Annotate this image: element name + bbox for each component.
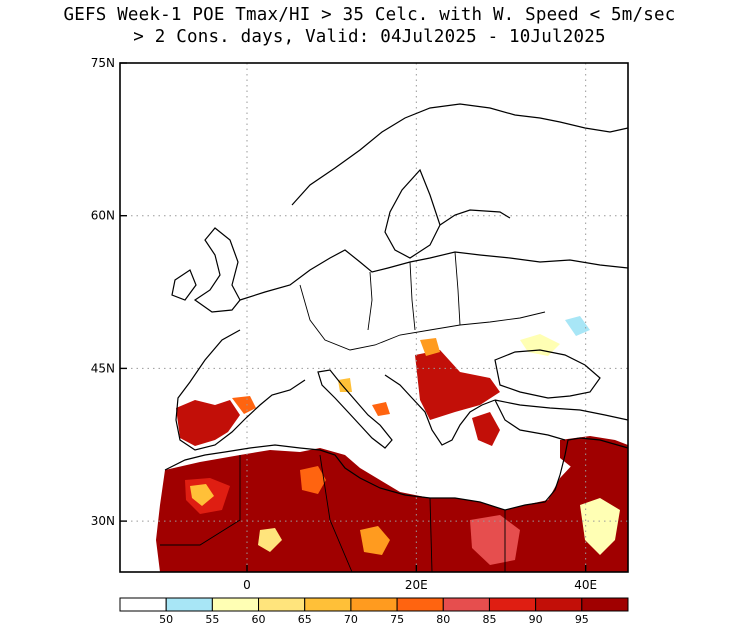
border-africa-2 — [319, 454, 353, 573]
coastline-scandinavia — [291, 103, 629, 259]
coastline-british-isles — [171, 227, 241, 313]
shade-africa-inner-5 — [470, 515, 520, 565]
colorbar-swatch — [442, 597, 490, 612]
shade-north-africa — [156, 448, 628, 572]
colorbar-label: 85 — [482, 613, 496, 626]
colorbar-label: 75 — [390, 613, 404, 626]
colorbar-label: 65 — [298, 613, 312, 626]
border-europe-1 — [299, 284, 546, 351]
shade-africa-inner-3 — [258, 528, 282, 552]
coastline-anatolia — [494, 399, 629, 441]
coastlines-borders — [160, 103, 629, 573]
lon-tick-label: 40E — [574, 578, 597, 592]
colorbar-swatch — [119, 597, 167, 612]
title-line-1: GEFS Week-1 POE Tmax/HI > 35 Celc. with … — [63, 5, 676, 25]
coastline-north-africa — [164, 444, 561, 511]
map-title: GEFS Week-1 POE Tmax/HI > 35 Celc. with … — [0, 4, 739, 48]
colorbar-swatch — [488, 597, 537, 612]
title-line-2: > 2 Cons. days, Valid: 04Jul2025 - 10Jul… — [133, 27, 606, 47]
colorbar-label: 95 — [575, 613, 589, 626]
lat-tick-label: 75N — [91, 56, 115, 70]
shade-italy-2 — [338, 378, 352, 392]
axis-ticks: 75N 60N 45N 30N 0 20E 40E — [91, 56, 597, 592]
colorbar-label: 80 — [436, 613, 450, 626]
probability-shading — [156, 316, 628, 572]
colorbar-label: 90 — [529, 613, 543, 626]
colorbar-swatch — [396, 597, 444, 612]
coastline-continent — [239, 249, 629, 301]
shade-mideast — [560, 436, 628, 475]
colorbar-swatch — [350, 597, 398, 612]
colorbar: 50 55 60 65 70 75 80 85 90 95 — [119, 597, 629, 626]
lat-lon-grid — [120, 63, 628, 572]
shade-russia-south — [565, 316, 590, 336]
shade-africa-inner-2 — [190, 484, 214, 506]
colorbar-swatch — [165, 597, 213, 612]
map-frame — [119, 62, 629, 573]
colorbar-swatch — [304, 597, 352, 612]
shade-africa-inner-7 — [300, 466, 326, 494]
shade-anatolia — [472, 412, 500, 446]
shade-africa-inner-6 — [580, 498, 620, 555]
colorbar-label: 50 — [159, 613, 173, 626]
shade-iberia — [176, 400, 240, 446]
coastline-balkans-greece — [384, 374, 496, 446]
border-europe-2 — [367, 251, 461, 331]
coastline-italy — [317, 369, 393, 449]
coastline-iberia — [175, 329, 306, 451]
colorbar-label: 70 — [344, 613, 358, 626]
lat-tick-label: 45N — [91, 361, 115, 375]
border-africa-3 — [429, 497, 433, 573]
shade-balkans-2 — [420, 338, 440, 356]
border-africa-1 — [160, 455, 241, 546]
colorbar-swatch — [535, 597, 583, 612]
colorbar-swatch — [211, 597, 260, 612]
coastline-mideast — [559, 437, 629, 476]
lon-tick-label: 0 — [243, 578, 251, 592]
coastline-black-sea — [494, 349, 601, 399]
lon-tick-label: 20E — [405, 578, 428, 592]
shade-africa-inner-4 — [360, 526, 390, 555]
shade-italy — [372, 402, 390, 416]
colorbar-swatch — [581, 597, 629, 612]
lat-tick-label: 60N — [91, 209, 115, 223]
colorbar-swatch — [258, 597, 306, 612]
map-border — [119, 62, 629, 573]
colorbar-label: 55 — [205, 613, 219, 626]
lat-tick-label: 30N — [91, 514, 115, 528]
colorbar-label: 60 — [252, 613, 266, 626]
shade-balkans — [415, 350, 500, 420]
shade-iberia-2 — [232, 396, 256, 414]
